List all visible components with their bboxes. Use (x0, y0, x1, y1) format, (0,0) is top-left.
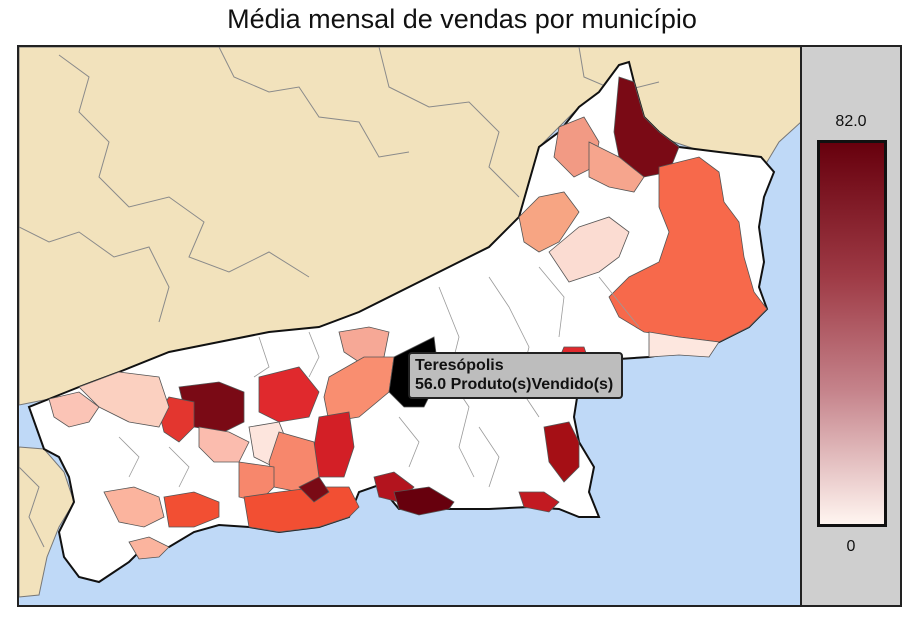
legend-max-label: 82.0 (835, 113, 867, 130)
municipality-metro-2 (298, 476, 330, 503)
municipality-north-5 (548, 216, 630, 283)
municipality-east-coast-1 (543, 421, 580, 483)
map-title: Média mensal de vendas por município (227, 4, 697, 34)
municipality-north-1 (613, 76, 680, 178)
state-borders (19, 47, 660, 548)
color-legend: 82.0 0 (800, 45, 902, 607)
municipality-lagos-2 (393, 486, 455, 516)
municipality-east-coast-2 (518, 491, 560, 513)
legend-color-bar (817, 140, 887, 527)
municipality-west-4 (48, 391, 100, 428)
municipality-north-3 (588, 141, 645, 193)
tooltip-municipality: Teresópolis (415, 357, 504, 374)
choropleth-map[interactable] (17, 45, 803, 607)
hover-tooltip: Teresópolis 56.0 Produto(s)Vendido(s) (408, 352, 624, 399)
municipality-west-3 (78, 371, 170, 428)
municipality-coast-south-2 (103, 486, 165, 528)
tooltip-value: 56.0 Produto(s)Vendido(s) (415, 376, 614, 393)
municipality-metro-1 (243, 486, 360, 533)
municipality-north-4 (518, 191, 580, 253)
municipality-central-2 (258, 366, 320, 423)
legend-min-label: 0 (846, 538, 856, 555)
municipality-coast-south-1 (163, 491, 220, 528)
municipality-central-3 (323, 356, 395, 423)
municipality-coast-east (648, 331, 720, 358)
municipality-ilha-grande (128, 536, 170, 560)
municipality-borders (118, 266, 640, 488)
